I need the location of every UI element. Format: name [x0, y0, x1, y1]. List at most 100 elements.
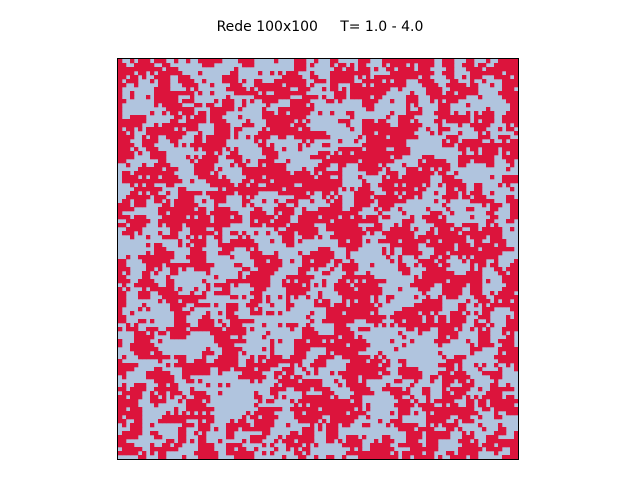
lattice-cell-up: [418, 183, 423, 188]
lattice-cell-up: [322, 187, 327, 192]
lattice-cell-up: [338, 343, 343, 348]
lattice-cell-up: [214, 111, 219, 116]
lattice-cell-up: [422, 455, 427, 460]
lattice-cell-up: [314, 255, 319, 260]
lattice-cell-up: [346, 319, 351, 324]
lattice-cell-up: [262, 219, 267, 224]
lattice-cell-up: [446, 395, 451, 400]
lattice-cell-up: [258, 307, 263, 312]
lattice-cell-up: [322, 359, 327, 364]
lattice-cell-up: [354, 411, 359, 416]
lattice-cell-up: [150, 287, 155, 292]
lattice-cell-up: [266, 231, 271, 236]
lattice-cell-up: [270, 71, 275, 76]
lattice-cell-up: [306, 127, 311, 132]
lattice-cell-up: [150, 355, 155, 360]
lattice-cell-up: [246, 187, 251, 192]
lattice-cell-up: [490, 211, 495, 216]
lattice-cell-up: [266, 123, 271, 128]
lattice-cell-up: [134, 407, 139, 412]
lattice-cell-up: [198, 443, 203, 448]
lattice-cell-up: [162, 371, 167, 376]
lattice-cell-up: [502, 79, 507, 84]
lattice-cell-up: [342, 307, 347, 312]
lattice-cell-up: [158, 251, 163, 256]
lattice-cell-up: [402, 63, 407, 68]
lattice-cell-up: [350, 83, 355, 88]
lattice-cell-up: [182, 211, 187, 216]
lattice-cell-up: [126, 411, 131, 416]
lattice-cell-up: [174, 235, 179, 240]
lattice-cell-up: [410, 239, 415, 244]
lattice-cell-up: [366, 147, 371, 152]
lattice-cell-up: [418, 447, 423, 452]
lattice-cell-up: [306, 223, 311, 228]
lattice-cell-up: [226, 223, 231, 228]
lattice-cell-up: [406, 131, 411, 136]
lattice-cell-up: [226, 131, 231, 136]
lattice-cell-up: [282, 175, 287, 180]
lattice-cell-up: [490, 239, 495, 244]
lattice-cell-up: [478, 159, 483, 164]
lattice-cell-up: [438, 371, 443, 376]
lattice-cell-up: [222, 291, 227, 296]
lattice-cell-up: [282, 135, 287, 140]
lattice-cell-up: [198, 223, 203, 228]
lattice-cell-up: [118, 259, 123, 264]
lattice-cell-up: [146, 375, 151, 380]
lattice-cell-up: [366, 163, 371, 168]
lattice-cell-up: [322, 355, 327, 360]
lattice-cell-up: [258, 135, 263, 140]
lattice-cell-up: [182, 455, 187, 460]
lattice-cell-up: [454, 87, 459, 92]
lattice-cell-up: [166, 95, 171, 100]
lattice-cell-up: [390, 59, 395, 64]
lattice-cell-up: [262, 107, 267, 112]
lattice-cell-up: [422, 271, 427, 276]
lattice-cell-up: [342, 411, 347, 416]
lattice-cell-up: [398, 135, 403, 140]
lattice-cell-up: [154, 375, 159, 380]
lattice-cell-up: [510, 79, 515, 84]
lattice-cell-up: [414, 123, 419, 128]
lattice-cell-up: [282, 131, 287, 136]
lattice-cell-up: [490, 191, 495, 196]
lattice-cell-up: [266, 271, 271, 276]
chart-title: Rede 100x100 T= 1.0 - 4.0: [216, 19, 424, 35]
lattice-cell-up: [386, 235, 391, 240]
lattice-cell-up: [298, 195, 303, 200]
lattice-cell-up: [170, 123, 175, 128]
lattice-cell-up: [202, 279, 207, 284]
lattice-cell-up: [138, 411, 143, 416]
lattice-cell-up: [122, 83, 127, 88]
lattice-cell-up: [306, 347, 311, 352]
lattice-cell-up: [426, 59, 431, 64]
lattice-cell-up: [374, 219, 379, 224]
lattice-cell-up: [174, 107, 179, 112]
lattice-cell-up: [462, 75, 467, 80]
lattice-cell-up: [370, 275, 375, 280]
lattice-cell-up: [286, 323, 291, 328]
lattice-cell-up: [414, 75, 419, 80]
lattice-cell-up: [298, 251, 303, 256]
lattice-cell-up: [174, 407, 179, 412]
lattice-cell-up: [302, 415, 307, 420]
lattice-cell-up: [410, 451, 415, 456]
lattice-cell-up: [486, 211, 491, 216]
lattice-cell-up: [202, 371, 207, 376]
lattice-cell-up: [202, 363, 207, 368]
lattice-cell-up: [346, 315, 351, 320]
lattice-cell-up: [310, 343, 315, 348]
lattice-cell-up: [450, 243, 455, 248]
lattice-cell-up: [446, 239, 451, 244]
lattice-cell-up: [154, 131, 159, 136]
lattice-cell-up: [282, 395, 287, 400]
lattice-cell-up: [314, 419, 319, 424]
lattice-cell-up: [210, 155, 215, 160]
lattice-cell-up: [330, 403, 335, 408]
lattice-cell-up: [514, 111, 519, 116]
lattice-cell-up: [166, 171, 171, 176]
lattice-cell-up: [270, 223, 275, 228]
lattice-cell-up: [506, 75, 511, 80]
lattice-cell-up: [334, 283, 339, 288]
